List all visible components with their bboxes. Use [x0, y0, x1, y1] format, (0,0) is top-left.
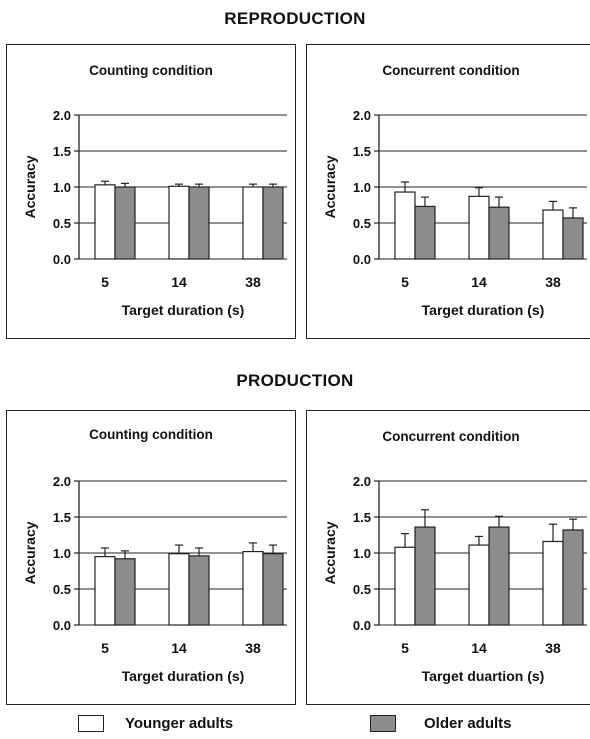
panel-title: Concurrent condition	[382, 429, 520, 444]
bar-older	[562, 529, 584, 626]
x-tick-label: 14	[471, 640, 487, 656]
bar-younger	[468, 195, 490, 260]
legend-swatch-older	[370, 715, 396, 732]
x-tick-label: 14	[471, 274, 487, 290]
x-tick-label: 14	[171, 640, 187, 656]
y-axis-label: Accuracy	[322, 521, 338, 584]
bar-older	[488, 206, 510, 260]
legend-swatch-younger	[78, 715, 104, 732]
y-tick-label: 2.0	[353, 474, 371, 489]
bar-older	[562, 217, 584, 260]
x-axis-label: Target duration (s)	[122, 302, 245, 318]
y-tick-label: 2.0	[353, 108, 371, 123]
y-tick-label: 1.5	[53, 510, 71, 525]
bar-older	[114, 558, 136, 626]
production-title: PRODUCTION	[236, 371, 354, 390]
y-axis-label: Accuracy	[22, 521, 38, 584]
production-counting-panel: Counting condition 0.0 0.5 1.0 1.5 2.0 Accura…	[6, 410, 296, 705]
x-tick-label: 38	[245, 640, 261, 656]
y-tick-label: 2.0	[53, 474, 71, 489]
bar-older	[414, 205, 436, 260]
bar-older	[114, 186, 136, 260]
x-tick-label: 5	[101, 274, 109, 290]
bar-older	[262, 553, 284, 626]
panel-title: Concurrent condition	[382, 63, 520, 78]
bar-older	[188, 555, 210, 626]
x-tick-label: 38	[545, 640, 561, 656]
y-axis-label: Accuracy	[322, 155, 338, 218]
y-tick-label: 1.5	[353, 510, 371, 525]
y-tick-label: 1.0	[353, 546, 371, 561]
bar-younger	[168, 553, 190, 626]
bar-younger	[542, 209, 564, 260]
bar-younger	[94, 184, 116, 260]
x-tick-label: 38	[545, 274, 561, 290]
y-axis-label: Accuracy	[22, 155, 38, 218]
production-concurrent-panel: Concurrent condition 0.0 0.5 1.0 1.5 2.0 Accu…	[306, 410, 590, 705]
reproduction-concurrent-panel: Concurrent condition 0.0 0.5 1.0 1.5 2.0 Accu…	[306, 44, 590, 339]
y-tick-label: 1.0	[353, 180, 371, 195]
bar-younger	[394, 191, 416, 260]
y-tick-label: 0.5	[353, 582, 371, 597]
panel-title: Counting condition	[89, 427, 213, 442]
x-tick-label: 5	[401, 274, 409, 290]
y-tick-label: 1.5	[53, 144, 71, 159]
y-tick-label: 0.0	[53, 618, 71, 633]
bar-younger	[542, 540, 564, 626]
bar-older	[414, 526, 436, 626]
y-tick-label: 1.0	[53, 180, 71, 195]
x-axis-label: Target duration (s)	[422, 302, 545, 318]
legend-label-younger: Younger adults	[125, 715, 234, 732]
bar-older	[488, 526, 510, 626]
x-axis-label: Target duration (s)	[122, 668, 245, 684]
bar-older	[188, 186, 210, 260]
y-tick-label: 2.0	[53, 108, 71, 123]
x-tick-label: 5	[401, 640, 409, 656]
bar-older	[262, 186, 284, 260]
panel-title: Counting condition	[89, 63, 213, 78]
y-tick-label: 1.0	[53, 546, 71, 561]
bar-younger	[242, 550, 264, 626]
x-tick-label: 5	[101, 640, 109, 656]
reproduction-counting-panel: Counting condition 0.0 0.5 1.0 1.5 2.0 Accura…	[6, 44, 296, 339]
bar-younger	[168, 185, 190, 260]
y-tick-label: 0.5	[353, 216, 371, 231]
bar-younger	[394, 546, 416, 626]
x-axis-label: Target duartion (s)	[422, 668, 545, 684]
bar-younger	[94, 556, 116, 626]
y-tick-label: 0.0	[353, 618, 371, 633]
y-tick-label: 0.0	[353, 252, 371, 267]
bar-younger	[242, 186, 264, 260]
y-tick-label: 0.0	[53, 252, 71, 267]
x-tick-label: 38	[245, 274, 261, 290]
bar-younger	[468, 544, 490, 626]
legend-label-older: Older adults	[424, 715, 512, 732]
y-tick-label: 0.5	[53, 216, 71, 231]
x-tick-label: 14	[171, 274, 187, 290]
reproduction-title: REPRODUCTION	[224, 9, 366, 28]
y-tick-label: 0.5	[53, 582, 71, 597]
y-tick-label: 1.5	[353, 144, 371, 159]
